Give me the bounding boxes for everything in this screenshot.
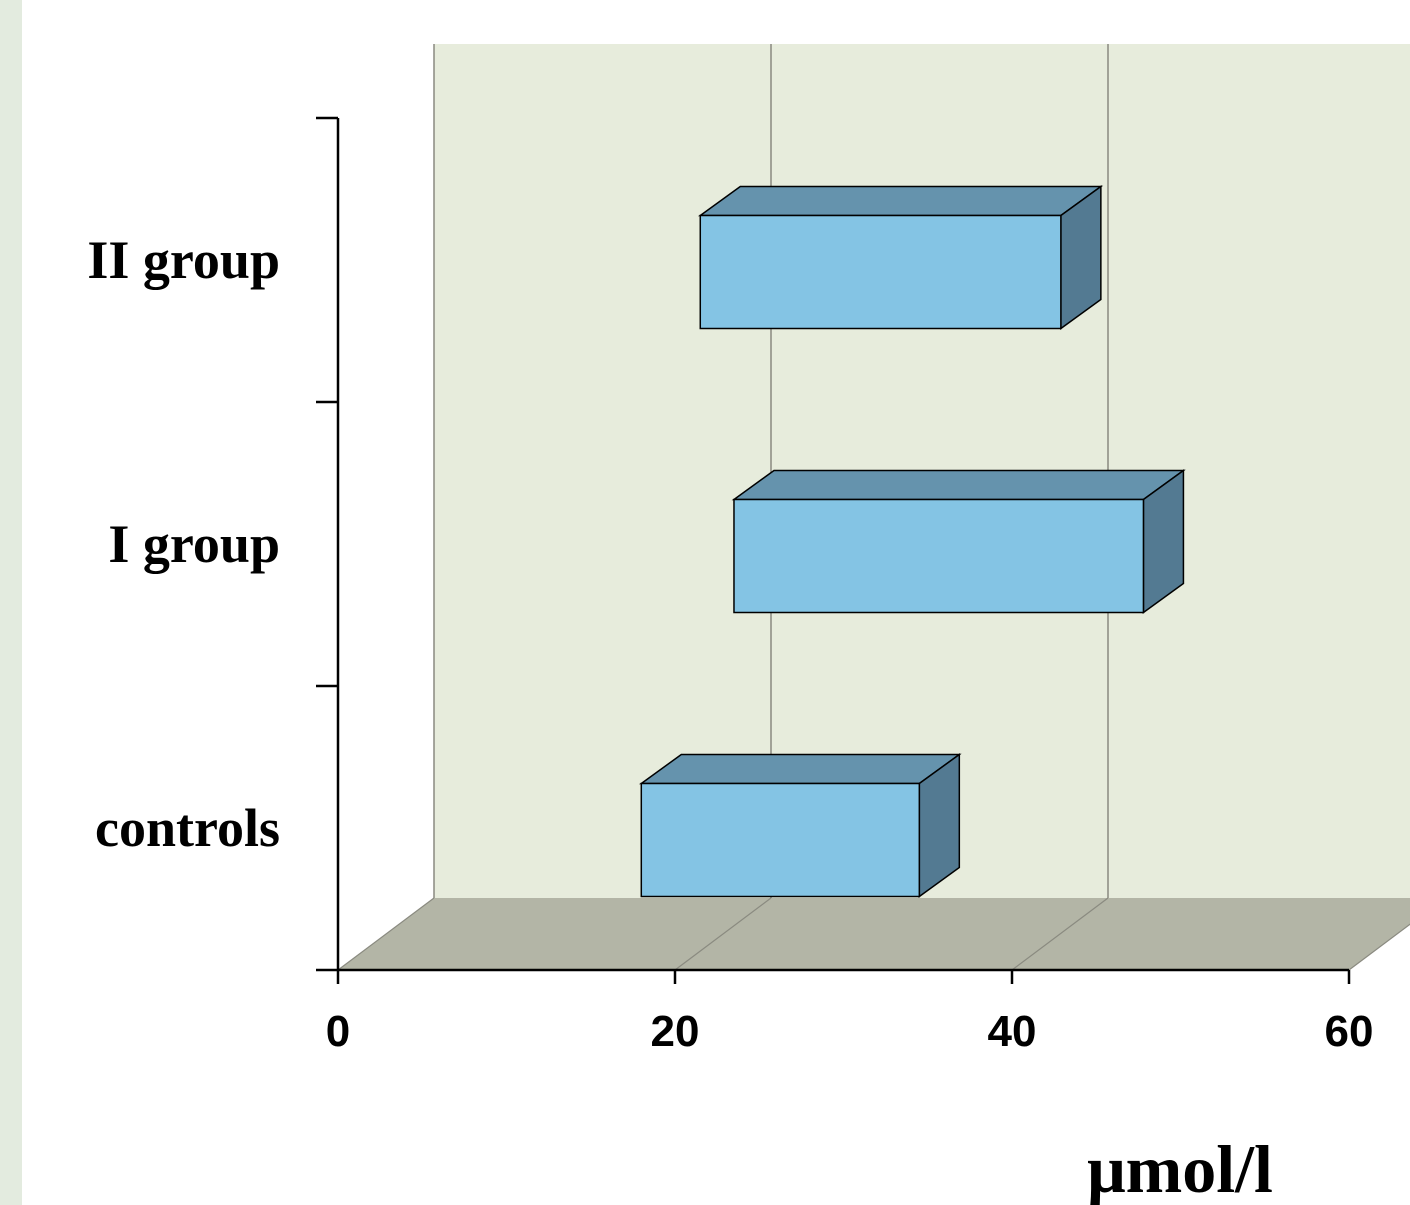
left-page-strip <box>0 0 22 1205</box>
plot-floor <box>338 898 1410 970</box>
floor-gridline <box>674 897 772 971</box>
range-bar <box>697 185 1104 330</box>
x-axis-unit-label: μmol/l <box>1087 1131 1273 1205</box>
range-bar <box>638 753 962 898</box>
x-tick-labels: 0 20 40 60 <box>326 1007 1374 1056</box>
bar-front-face <box>733 498 1145 614</box>
range-bar <box>731 469 1186 614</box>
floor-gridline <box>1348 923 1410 971</box>
floor-gridline <box>1011 897 1109 971</box>
floor-gridlines <box>337 897 1410 971</box>
category-label: controls <box>95 798 280 858</box>
x-tick-label: 40 <box>988 1007 1037 1056</box>
bar-front-face <box>640 782 921 898</box>
bar-top-face <box>731 469 1186 501</box>
bar-top-face <box>638 753 962 785</box>
x-tick-label: 60 <box>1325 1007 1374 1056</box>
x-tick-label: 0 <box>326 1007 350 1056</box>
category-labels: controls I group II group <box>87 230 280 858</box>
category-label: I group <box>108 514 280 574</box>
x-tick-label: 20 <box>651 1007 700 1056</box>
bar-top-face <box>697 185 1104 217</box>
bar-front-face <box>699 214 1062 330</box>
axes <box>316 116 1351 984</box>
floor-gridline <box>337 897 435 971</box>
category-label: II group <box>87 230 280 290</box>
bars <box>638 185 1186 898</box>
